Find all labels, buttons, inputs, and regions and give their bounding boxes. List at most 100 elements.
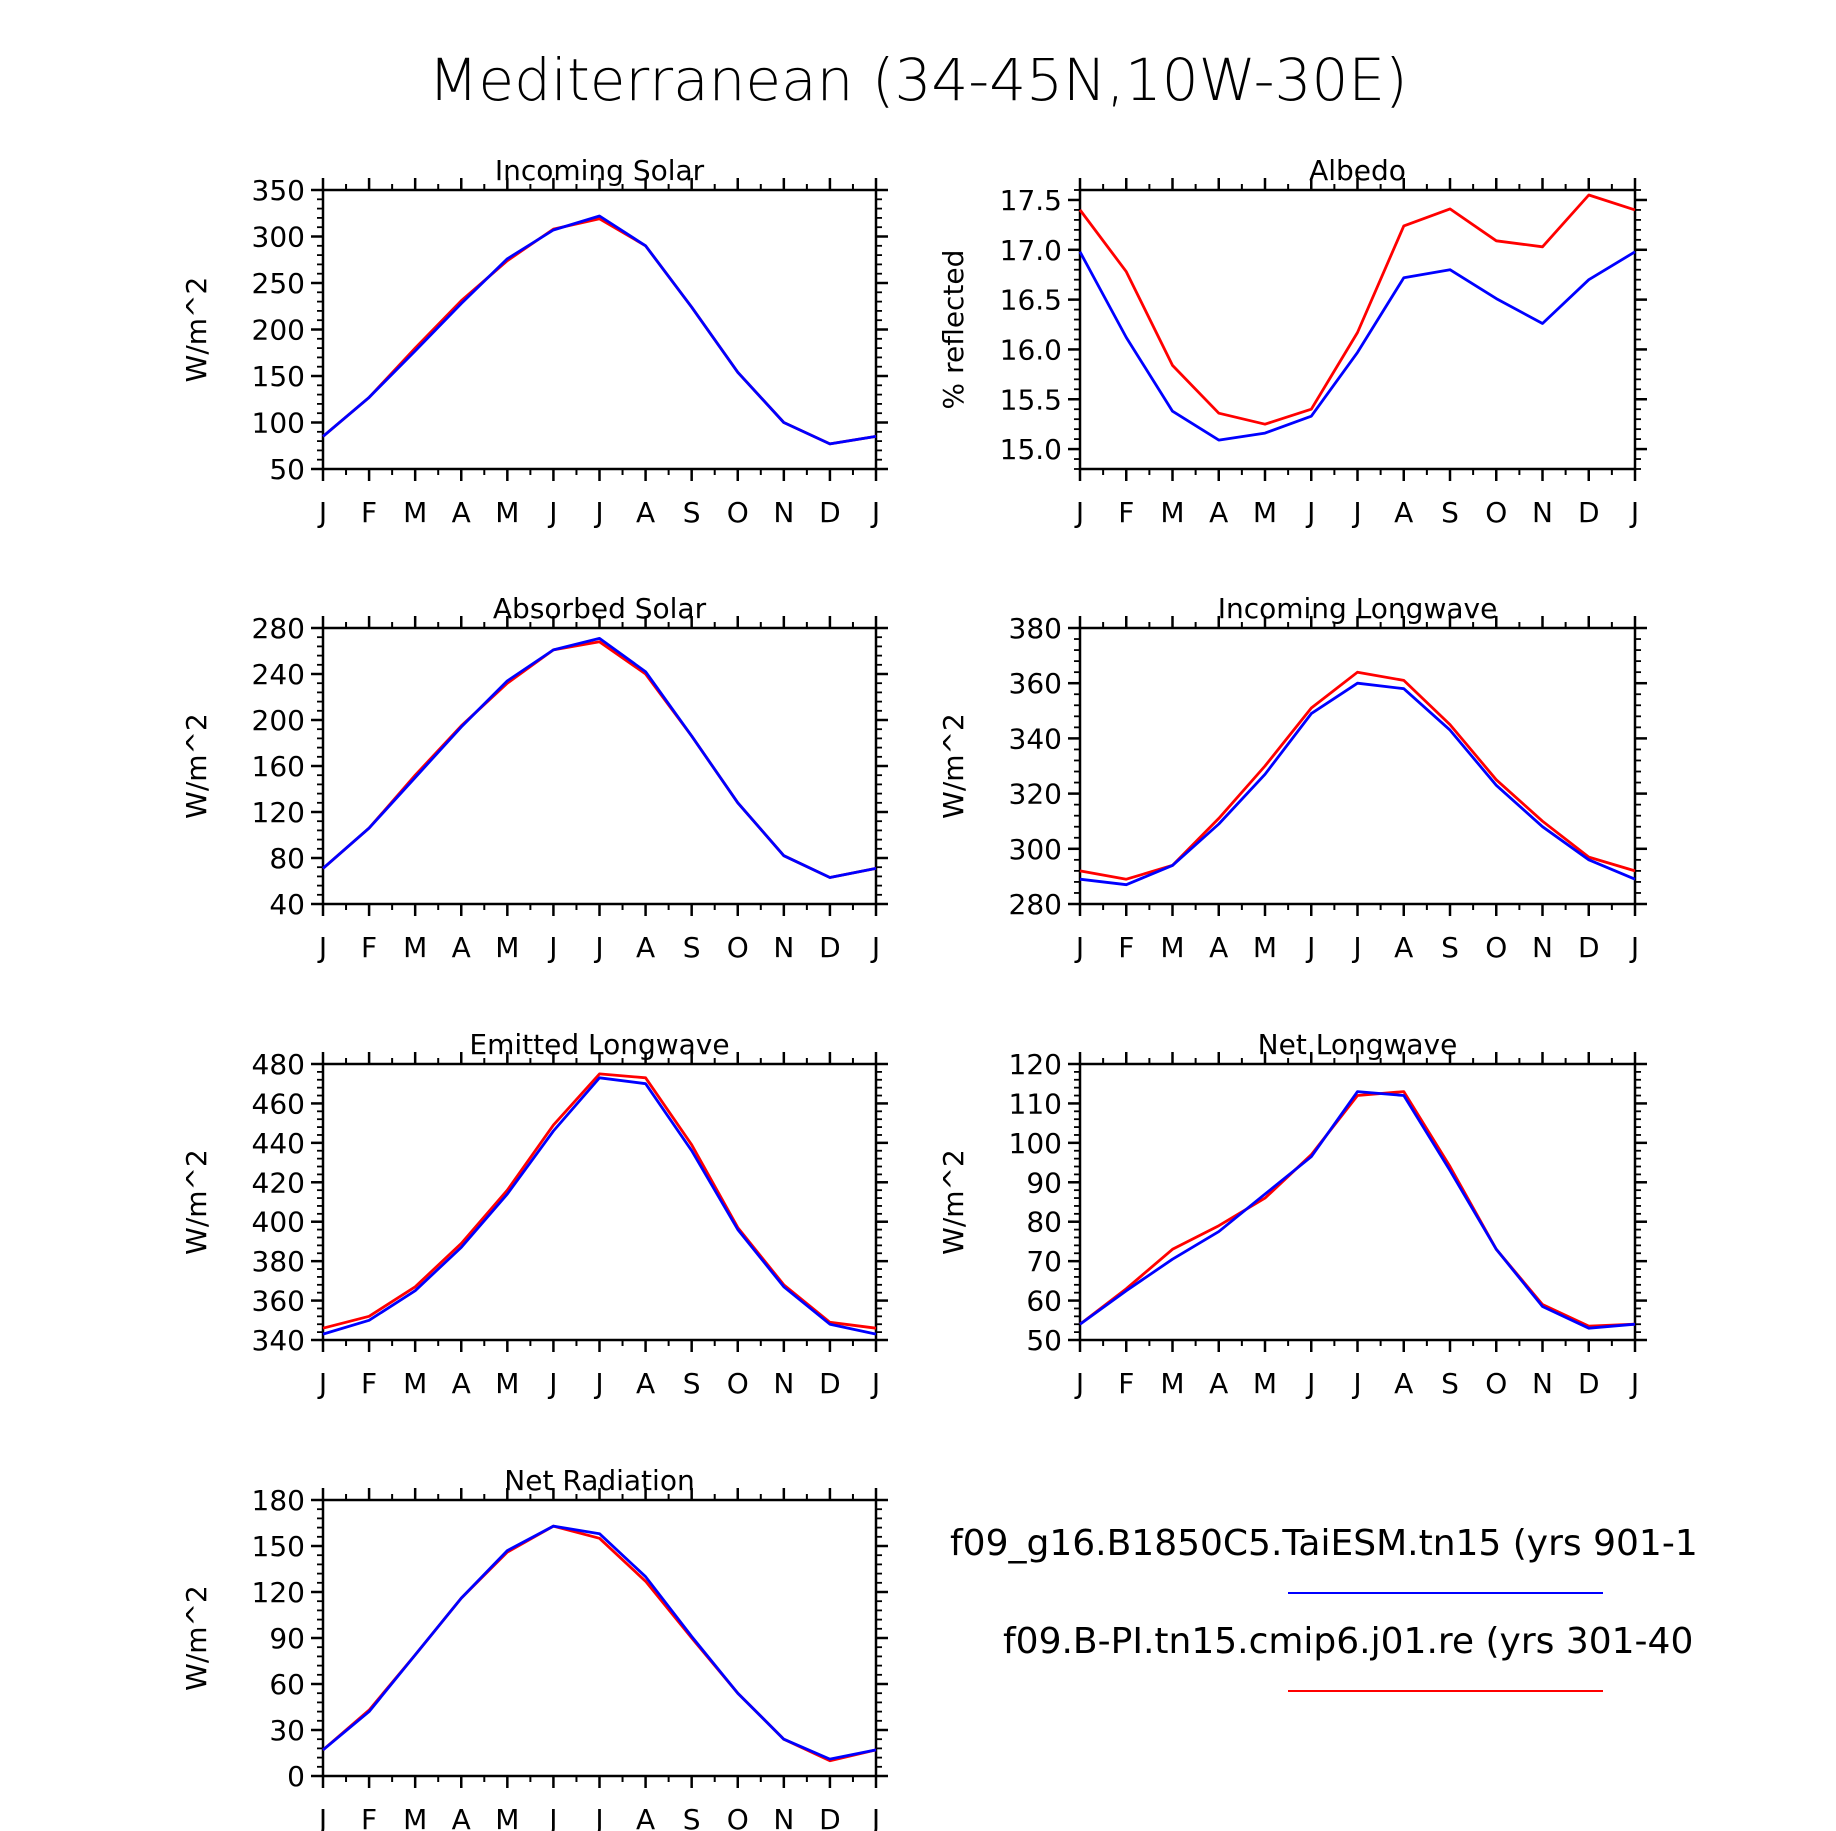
series-line-blue [322,1524,877,1761]
x-tick-label: D [1578,931,1600,964]
y-tick-label: 150 [252,360,305,393]
series-line-red [322,217,877,446]
x-tick-label: A [1394,1367,1413,1400]
y-tick-label: 100 [252,407,305,440]
x-tick-label: J [1074,1367,1084,1400]
x-tick-label: J [1629,931,1639,964]
x-tick-label: S [1441,1367,1459,1400]
x-tick-label: A [1209,931,1228,964]
x-tick-label: J [317,1803,327,1831]
y-axis-label: W/m^2 [937,1149,970,1255]
x-tick-label: A [1209,496,1228,529]
x-tick-label: O [727,1367,749,1400]
x-tick-label: J [593,1803,603,1831]
y-tick-label: 440 [252,1127,305,1160]
x-tick-label: M [1253,931,1277,964]
y-tick-label: 200 [252,704,305,737]
y-tick-label: 15.0 [1000,433,1062,466]
x-tick-label: M [1253,1367,1277,1400]
x-tick-label: A [1394,931,1413,964]
x-tick-label: D [819,1367,841,1400]
y-tick-label: 17.0 [1000,234,1062,267]
series-line-blue [322,1076,877,1336]
y-tick-label: 300 [1009,833,1062,866]
x-tick-label: S [683,496,701,529]
y-tick-label: 120 [252,1576,305,1609]
plot-frame [1078,626,1637,906]
x-tick-label: J [870,931,880,964]
x-tick-label: A [452,1367,471,1400]
x-tick-label: O [727,496,749,529]
x-tick-label: N [1532,931,1553,964]
series-line-red [322,1524,877,1763]
x-tick-label: D [819,496,841,529]
y-tick-label: 120 [252,796,305,829]
x-tick-label: M [403,1367,427,1400]
series-line-red [1079,1090,1636,1328]
x-tick-label: M [495,1367,519,1400]
y-tick-label: 480 [252,1048,305,1081]
y-tick-label: 280 [1009,888,1062,921]
y-tick-label: 17.5 [1000,184,1062,217]
x-tick-label: J [1305,496,1315,529]
x-tick-label: M [1253,496,1277,529]
y-tick-label: 320 [1009,778,1062,811]
x-tick-label: J [1351,1367,1361,1400]
y-tick-label: 340 [1009,722,1062,755]
x-tick-label: N [773,1803,794,1831]
x-tick-label: J [547,496,557,529]
y-axis-label: W/m^2 [180,1585,213,1691]
y-tick-label: 240 [252,658,305,691]
plot-frame [321,1498,878,1778]
y-tick-label: 180 [252,1484,305,1517]
y-tick-label: 420 [252,1166,305,1199]
y-tick-label: 160 [252,750,305,783]
y-tick-label: 70 [1026,1245,1062,1278]
x-tick-label: A [452,931,471,964]
y-tick-label: 380 [252,1245,305,1278]
y-tick-label: 110 [1009,1087,1062,1120]
y-tick-label: 90 [1026,1166,1062,1199]
plot-frame [321,626,878,906]
y-tick-label: 60 [269,1668,305,1701]
x-tick-label: J [870,496,880,529]
x-tick-label: M [495,1803,519,1831]
x-tick-label: M [403,1803,427,1831]
y-tick-label: 90 [269,1622,305,1655]
y-tick-label: 150 [252,1530,305,1563]
x-tick-label: J [1629,1367,1639,1400]
y-tick-label: 80 [269,842,305,875]
x-tick-label: S [1441,496,1459,529]
x-tick-label: A [636,931,655,964]
y-tick-label: 50 [1026,1324,1062,1357]
series-line-blue [1079,1090,1636,1330]
y-axis-label: W/m^2 [937,713,970,819]
x-tick-label: J [1305,931,1315,964]
y-axis-label: W/m^2 [180,1149,213,1255]
y-tick-label: 400 [252,1206,305,1239]
x-tick-label: J [870,1803,880,1831]
x-tick-label: M [403,496,427,529]
x-tick-label: F [361,931,377,964]
y-tick-label: 350 [252,174,305,207]
y-tick-label: 300 [252,221,305,254]
legend: f09_g16.B1850C5.TaiESM.tn15 (yrs 901-1 f… [950,1523,1698,1692]
y-tick-label: 15.5 [1000,383,1062,416]
x-tick-label: F [1118,496,1134,529]
y-tick-label: 16.0 [1000,333,1062,366]
x-tick-label: D [819,1803,841,1831]
y-tick-label: 30 [269,1714,305,1747]
x-tick-label: A [452,1803,471,1831]
legend-label-blue: f09_g16.B1850C5.TaiESM.tn15 (yrs 901-1 [950,1523,1698,1564]
y-tick-label: 460 [252,1087,305,1120]
x-tick-label: O [1485,931,1507,964]
x-tick-label: S [683,1803,701,1831]
x-tick-label: J [593,496,603,529]
y-axis-label: W/m^2 [180,713,213,819]
x-tick-label: M [1160,931,1184,964]
plot-frame [1078,1062,1637,1342]
x-tick-label: N [1532,496,1553,529]
